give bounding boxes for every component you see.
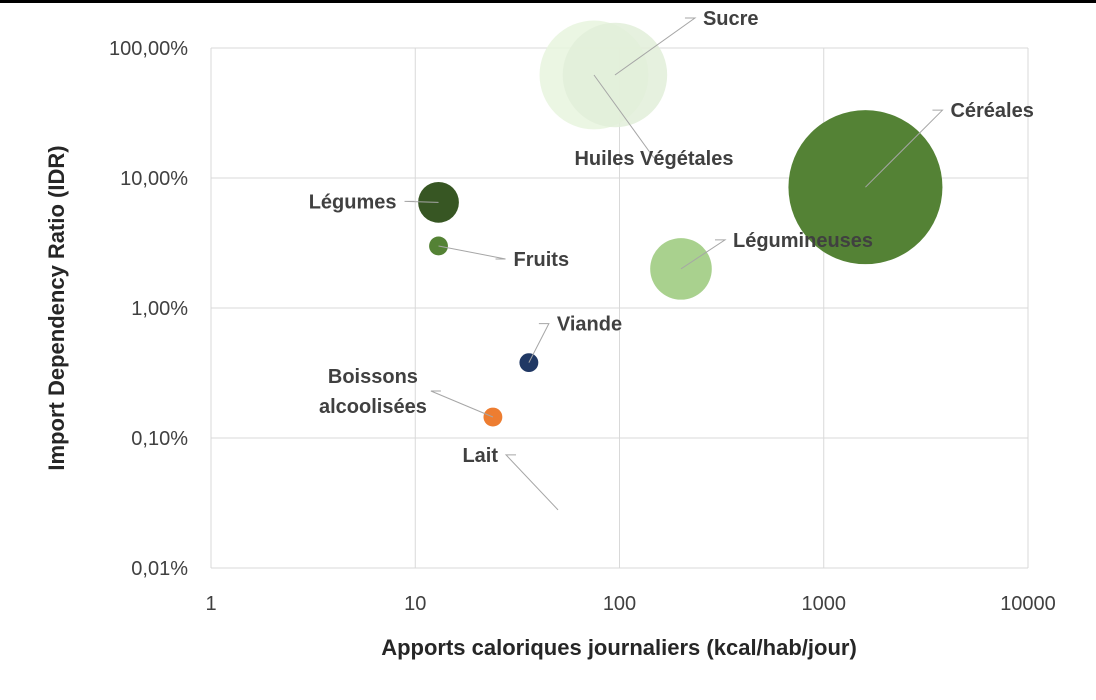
bubble-label: Lait [462,445,498,467]
x-tick-label: 10000 [1000,593,1056,615]
x-tick-label: 10 [404,593,426,615]
bubble-label: Boissons alcoolisées [319,366,427,418]
y-tick-label: 100,00% [109,38,188,60]
x-tick-label: 100 [603,593,636,615]
label-leader-line [865,109,944,188]
label-leader-line [680,239,727,270]
y-axis-title: Import Dependency Ratio (IDR) [44,145,69,470]
label-leader-line [430,390,494,418]
y-tick-label: 1,00% [131,298,188,320]
bubble-label: Viande [557,314,622,336]
label-leader-line [404,200,439,203]
bubble-label: Fruits [514,249,570,271]
bubble-0 [562,22,668,128]
x-tick-label: 1 [205,593,216,615]
label-leader-line [504,454,559,511]
y-tick-label: 0,10% [131,428,188,450]
x-axis-title: Apports caloriques journaliers (kcal/hab… [381,635,857,660]
x-axis-ticks: 1 10 100 1000 10000 [205,593,1055,615]
label-leader-line [593,74,655,159]
bubble-label: Céréales [950,100,1033,122]
label-leader-line [614,17,697,76]
y-axis-ticks: 0,01% 0,10% 1,00% 10,00% 100,00% [109,38,188,580]
y-tick-label: 10,00% [120,168,188,190]
bubble-label: Légumineuses [733,230,873,252]
x-tick-label: 1000 [802,593,847,615]
y-tick-label: 0,01% [131,558,188,580]
bubble-label: Sucre [703,8,759,30]
bubble-labels: Sucre Huiles Végétales Céréales Légumes Frui… [309,8,1034,511]
bubble-label: Huiles Végétales [574,148,733,170]
bubbles [418,20,943,427]
label-leader-line [438,245,506,260]
bubble-label: Légumes [309,191,397,213]
label-leader-line [528,323,550,363]
